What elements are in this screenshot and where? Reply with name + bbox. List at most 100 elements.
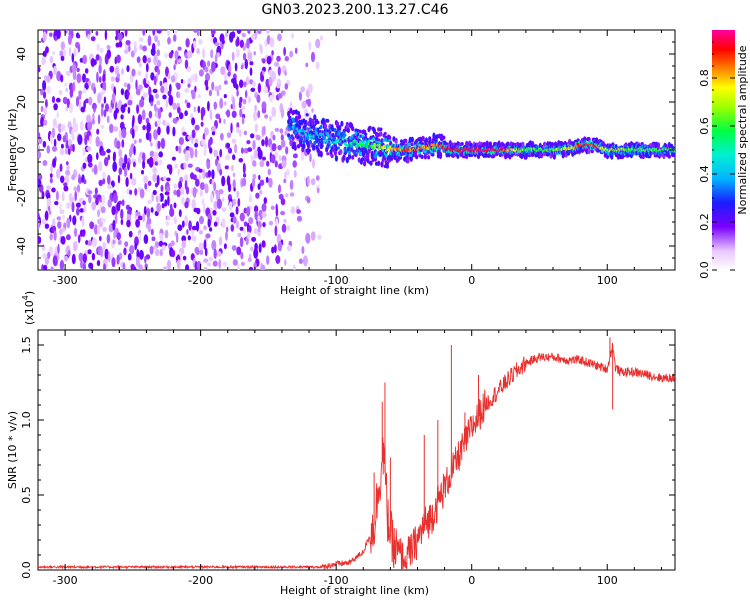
noise-mark: [164, 199, 168, 207]
noise-mark: [209, 147, 213, 154]
noise-mark: [41, 218, 47, 225]
y-tick-label: 40: [15, 47, 28, 61]
noise-mark: [44, 210, 49, 221]
noise-mark: [76, 67, 80, 73]
noise-mark: [181, 220, 185, 228]
noise-mark: [219, 168, 223, 176]
noise-mark: [151, 236, 156, 242]
noise-mark: [111, 257, 116, 268]
noise-mark: [243, 221, 248, 227]
noise-mark: [112, 153, 116, 162]
noise-mark: [302, 255, 308, 267]
ridge-halo: [431, 152, 435, 157]
noise-mark: [172, 34, 177, 42]
noise-mark: [156, 174, 160, 186]
noise-mark: [143, 234, 149, 245]
noise-mark: [280, 90, 286, 96]
ridge-core: [335, 140, 338, 144]
noise-mark: [117, 32, 123, 42]
noise-mark: [228, 201, 233, 211]
noise-mark: [164, 87, 169, 94]
noise-mark: [183, 80, 186, 85]
noise-mark: [213, 181, 217, 192]
noise-mark: [221, 39, 225, 45]
ridge-halo: [340, 120, 344, 127]
noise-mark: [88, 96, 93, 106]
y-tick-label: 0.5: [20, 486, 33, 504]
noise-mark: [316, 187, 320, 194]
noise-mark: [85, 240, 89, 245]
noise-mark: [137, 155, 142, 164]
noise-mark: [107, 184, 113, 189]
noise-mark: [127, 253, 132, 261]
ridge-halo: [302, 143, 306, 150]
noise-mark: [204, 247, 208, 257]
noise-mark: [240, 261, 245, 266]
noise-mark: [57, 221, 62, 229]
noise-mark: [67, 34, 72, 46]
noise-mark: [170, 75, 176, 83]
noise-mark: [99, 47, 104, 54]
noise-mark: [173, 30, 178, 36]
noise-mark: [257, 183, 261, 191]
noise-mark: [159, 248, 163, 257]
noise-mark: [230, 122, 233, 134]
noise-mark: [109, 123, 114, 134]
noise-mark: [209, 227, 213, 232]
noise-mark: [153, 129, 158, 140]
noise-mark: [148, 86, 152, 97]
noise-mark: [178, 112, 184, 120]
spectrogram-x-axis-label: Height of straight line (km): [280, 284, 429, 297]
noise-mark: [91, 201, 97, 211]
noise-mark: [223, 118, 226, 124]
noise-mark: [93, 86, 97, 95]
noise-mark: [116, 201, 121, 212]
ridge-mid: [357, 146, 361, 151]
noise-mark: [247, 257, 252, 263]
noise-mark: [87, 240, 93, 246]
noise-mark: [79, 120, 84, 131]
ridge-halo: [383, 132, 387, 135]
noise-mark: [38, 137, 43, 144]
noise-mark: [281, 159, 287, 168]
noise-mark: [120, 208, 124, 220]
noise-mark: [77, 34, 81, 39]
ridge-halo: [385, 164, 389, 169]
ridge-mid: [319, 124, 323, 129]
noise-mark: [301, 100, 307, 109]
noise-mark: [223, 243, 227, 250]
noise-mark: [42, 31, 47, 43]
noise-mark: [156, 202, 162, 213]
noise-mark: [294, 47, 298, 54]
ridge-halo: [366, 159, 370, 163]
noise-mark: [137, 114, 143, 125]
noise-mark: [185, 186, 190, 195]
noise-mark: [277, 33, 282, 42]
noise-mark: [125, 177, 129, 187]
noise-mark: [38, 174, 43, 181]
noise-mark: [156, 100, 161, 106]
noise-mark: [138, 138, 142, 143]
noise-mark: [200, 121, 204, 127]
noise-mark: [102, 73, 106, 84]
noise-mark: [191, 199, 196, 210]
noise-mark: [147, 223, 151, 233]
noise-mark: [122, 262, 126, 270]
noise-mark: [285, 193, 289, 198]
chart-title: GN03.2023.200.13.27.C46: [262, 2, 449, 18]
noise-mark: [237, 232, 242, 238]
ridge-mid: [349, 136, 352, 141]
noise-mark: [254, 104, 257, 112]
noise-mark: [286, 225, 291, 232]
noise-mark: [180, 79, 184, 84]
noise-mark: [181, 235, 187, 242]
noise-mark: [157, 140, 161, 149]
noise-mark: [82, 262, 86, 270]
noise-mark: [185, 38, 190, 48]
noise-mark: [120, 218, 124, 226]
y-tick-label: 20: [15, 95, 28, 109]
ridge-halo: [307, 148, 311, 153]
x-tick-label: 0: [468, 274, 475, 287]
noise-mark: [245, 76, 250, 86]
